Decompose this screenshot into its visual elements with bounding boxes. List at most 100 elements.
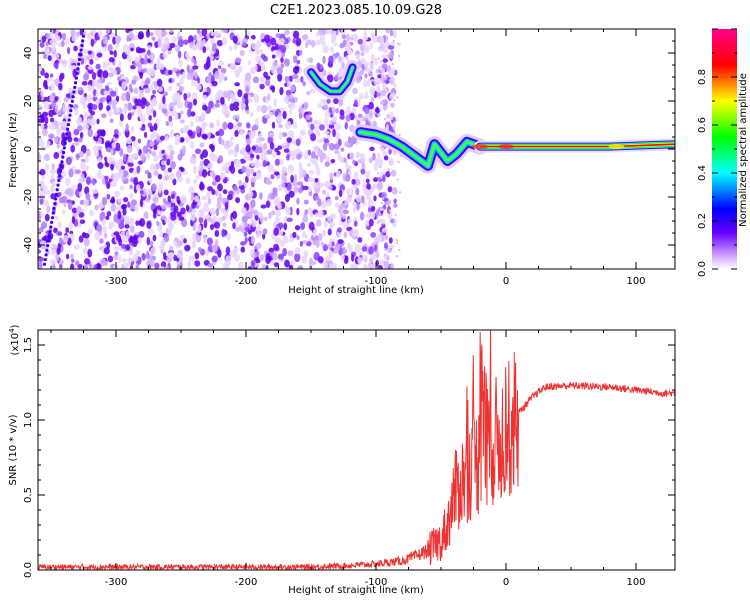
spectrogram-cell — [43, 257, 47, 262]
spectrogram-cell — [88, 106, 93, 114]
spectrogram-cell — [40, 180, 45, 189]
spectrogram-cell — [164, 174, 170, 181]
spectrogram-cell — [134, 203, 139, 212]
spectrogram-cell — [198, 209, 204, 218]
spectrogram-cell — [115, 233, 120, 241]
spectrogram-cell — [327, 228, 332, 236]
spectrogram-cell — [282, 247, 288, 257]
spectrogram-cell — [180, 110, 184, 115]
spectrogram-cell — [118, 60, 122, 70]
spectrogram-cell — [190, 192, 195, 201]
spectrogram-cell — [132, 105, 137, 110]
colorbar-tick-label: 0.0 — [697, 261, 708, 277]
spectrogram-cell — [132, 253, 139, 262]
spectrogram-cell — [165, 121, 170, 127]
spectrogram-cell — [377, 57, 380, 61]
spectrogram-cell — [369, 62, 374, 71]
spectrogram-cell — [74, 76, 78, 80]
spectrogram-cell — [332, 30, 337, 36]
spectrogram-cell — [61, 155, 65, 159]
spectrogram-cell — [123, 215, 130, 223]
spectrogram-cell — [214, 229, 220, 238]
spectrogram-cell — [257, 211, 263, 219]
spectrogram-cell — [284, 193, 291, 203]
spectrogram-cell — [122, 153, 127, 162]
spectrogram-cell — [390, 41, 396, 46]
spectrogram-cell — [41, 35, 46, 43]
spectrogram-cell — [147, 194, 152, 200]
spectrogram-cell — [325, 29, 332, 35]
spectrogram-cell — [89, 58, 94, 65]
spectrogram-cell — [333, 143, 340, 150]
spectrogram-cell — [93, 132, 98, 137]
spectrogram-cell — [335, 52, 340, 57]
spectrogram-cell — [303, 101, 308, 110]
spectrogram-cell — [153, 144, 158, 151]
spectrogram-cell — [182, 126, 189, 133]
spectrogram-cell — [91, 104, 98, 111]
spectrogram-cell — [323, 130, 330, 135]
spectrogram-cell — [292, 66, 300, 75]
spectrogram-cell — [208, 143, 214, 150]
spectrogram-cell — [273, 171, 280, 176]
spectrogram-cell — [245, 86, 249, 96]
spectrogram-cell — [52, 124, 56, 130]
spectrogram-cell — [96, 129, 103, 137]
spectrogram-cell — [250, 162, 256, 167]
spectrogram-cell — [369, 146, 375, 152]
spectrogram-cell — [134, 56, 139, 64]
spectrogram-cell — [367, 68, 372, 75]
spectrogram-cell — [354, 178, 361, 186]
spectrogram-cell — [321, 189, 327, 195]
spectrogram-cell — [195, 115, 201, 123]
spectrogram-cell — [380, 101, 383, 104]
spectrogram-cell — [54, 35, 61, 42]
spectrogram-cell — [260, 66, 266, 71]
spectrogram-cell — [195, 233, 202, 243]
spectrogram-cell — [349, 152, 355, 160]
spectrogram-cell — [81, 119, 89, 126]
spectrogram-cell — [328, 250, 333, 258]
spectrogram-cell — [243, 152, 249, 161]
spectrogram-cell — [234, 69, 241, 75]
spectrogram-cell — [79, 48, 83, 52]
spectrogram-cell — [357, 38, 364, 45]
spectrogram-cell — [154, 83, 158, 90]
spectrogram-cell — [108, 72, 114, 78]
spectrogram-cell — [389, 81, 393, 84]
spectrogram-cell — [393, 98, 396, 102]
spectrogram-cell — [106, 193, 111, 200]
spectrogram-cell — [363, 188, 370, 196]
spectrogram-cell — [194, 260, 201, 267]
spectrogram-cell — [243, 231, 248, 237]
spectrogram-cell — [99, 238, 104, 244]
spectrogram-cell — [281, 132, 288, 137]
spectrogram-cell — [267, 93, 271, 102]
spectrogram-cell — [373, 177, 378, 183]
spectrogram-cell — [110, 179, 118, 187]
spectrogram-cell — [73, 137, 79, 142]
spectrogram-cell — [204, 249, 210, 257]
spectrogram-cell — [310, 39, 316, 48]
spectrogram-cell — [49, 117, 55, 123]
spectrogram-cell — [104, 175, 109, 185]
spectrogram-cell — [276, 201, 282, 209]
spectrogram-cell — [319, 124, 325, 131]
spectrogram-cell — [284, 236, 289, 244]
spectrogram-cell — [114, 251, 119, 256]
spectrogram-cell — [274, 158, 280, 166]
spectrogram-cell — [370, 53, 376, 63]
spectrogram-cell — [65, 156, 72, 166]
spectrogram-cell — [235, 143, 240, 153]
spectrogram-cell — [278, 131, 283, 140]
spectrogram-cell — [279, 240, 285, 247]
spectrogram-cell — [153, 110, 157, 118]
spectrogram-cell — [168, 69, 173, 75]
spectrogram-cell — [129, 184, 133, 190]
spectrogram-cell — [208, 72, 212, 78]
spectrogram-cell — [110, 173, 115, 180]
spectrogram-cell — [111, 196, 115, 203]
spectrogram-cell — [218, 90, 224, 96]
spectrogram-cell — [323, 219, 328, 228]
spectrogram-cell — [146, 49, 151, 56]
